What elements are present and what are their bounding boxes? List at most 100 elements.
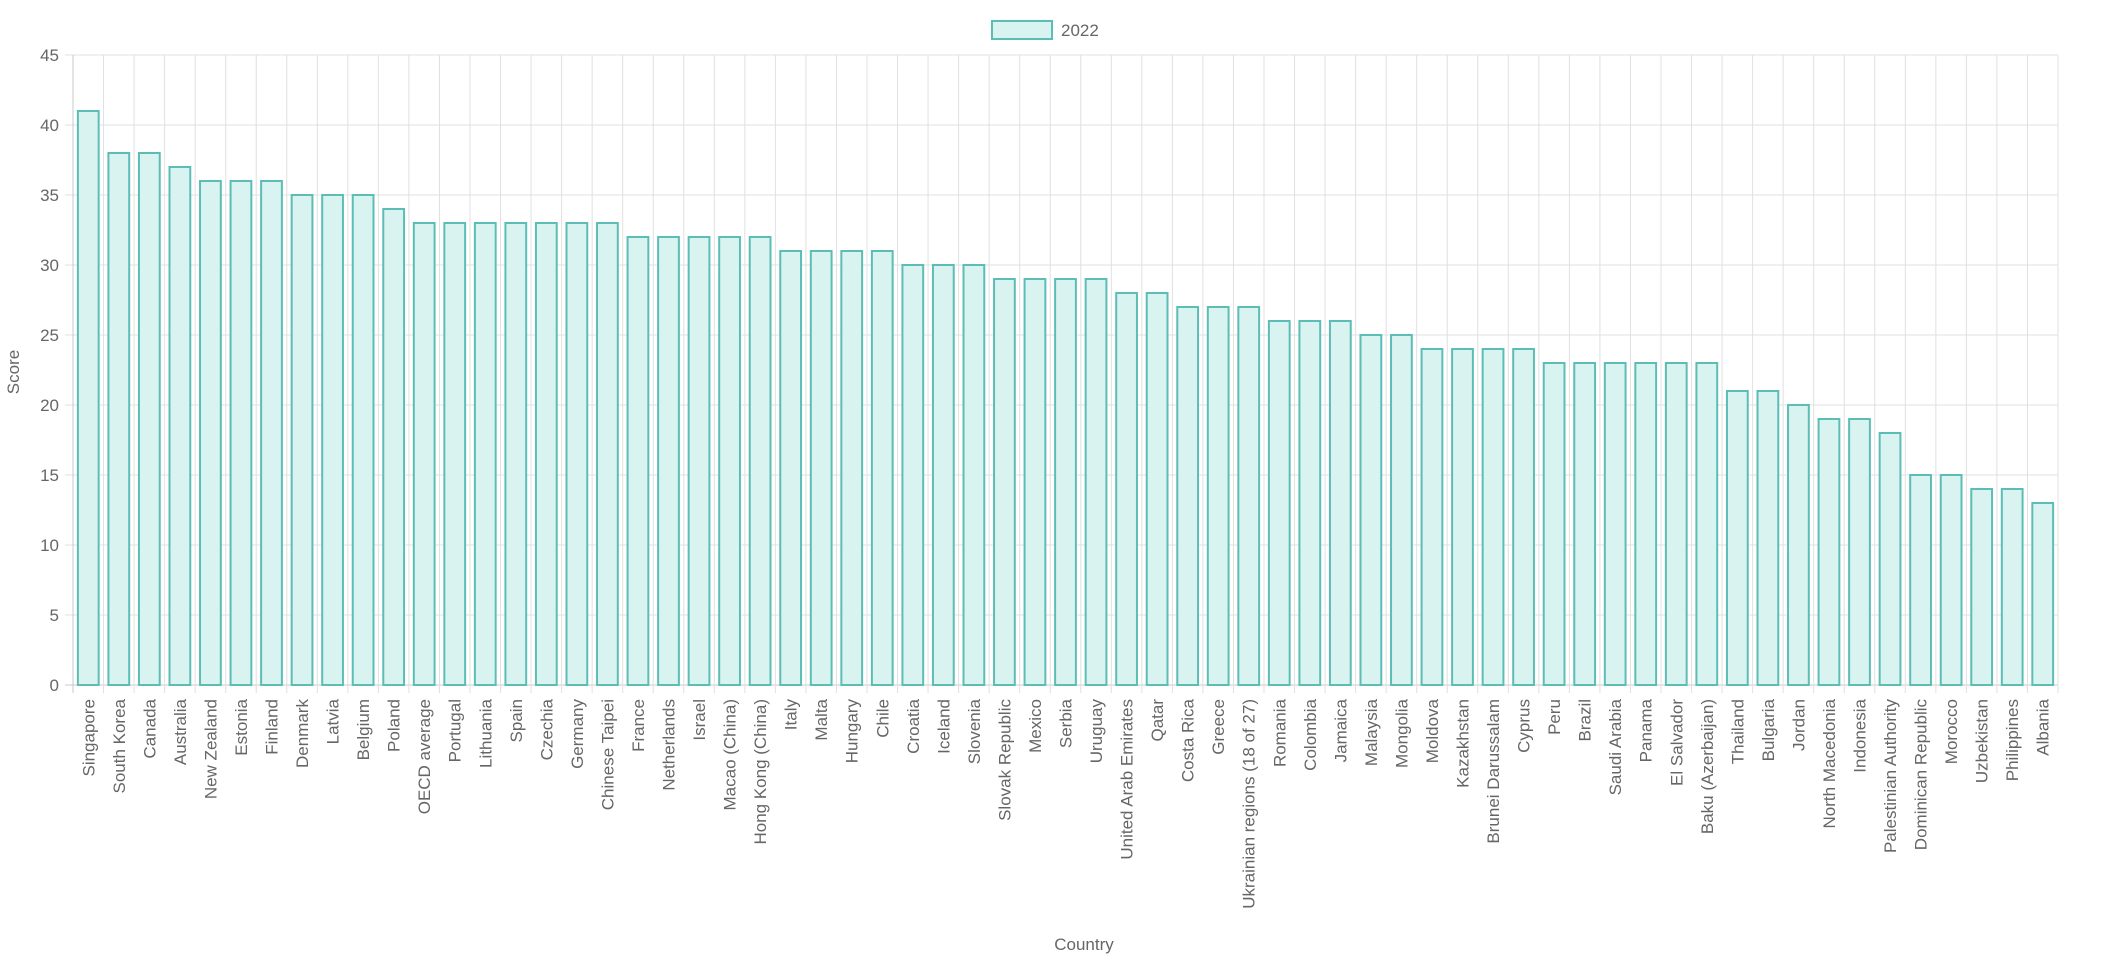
bar-latvia: [321, 194, 344, 686]
x-tick-label: Palestinian Authority: [1881, 699, 1900, 854]
bar-palestinian-authority: [1878, 432, 1902, 686]
x-tick-label: Cyprus: [1515, 699, 1534, 753]
x-tick-label: Singapore: [79, 699, 98, 777]
bar-slovak-republic: [993, 278, 1016, 686]
x-tick-label: Portugal: [446, 699, 465, 762]
bar-croatia: [901, 264, 925, 686]
x-tick-label: Uzbekistan: [1973, 699, 1992, 783]
x-tick-label: Malta: [812, 698, 831, 740]
x-tick-label: Ukrainian regions (18 of 27): [1240, 699, 1259, 909]
bar-malaysia: [1359, 334, 1383, 686]
y-tick-label: 25: [40, 326, 59, 345]
x-tick-label: Peru: [1545, 699, 1564, 735]
y-tick-label: 15: [40, 466, 59, 485]
bar-canada: [137, 152, 161, 686]
bar-moldova: [1420, 348, 1444, 686]
bar-malta: [809, 250, 833, 686]
x-tick-label: Serbia: [1057, 698, 1076, 748]
y-tick-label: 35: [40, 186, 59, 205]
x-tick-label: Poland: [385, 699, 404, 752]
x-tick-label: Qatar: [1148, 699, 1167, 742]
x-tick-label: South Korea: [110, 698, 129, 793]
bar-belgium: [351, 194, 375, 686]
x-tick-label: Philippines: [2003, 699, 2022, 781]
x-tick-label: Chile: [873, 699, 892, 738]
bar-germany: [565, 222, 589, 686]
x-tick-label: Israel: [690, 699, 709, 741]
x-tick-label: Germany: [568, 699, 587, 769]
x-tick-label: Uruguay: [1087, 699, 1106, 764]
x-tick-label: El Salvador: [1667, 699, 1686, 786]
x-tick-label: Croatia: [904, 698, 923, 753]
legend-label: 2022: [1061, 21, 1099, 40]
bar-qatar: [1145, 292, 1169, 686]
x-tick-label: Colombia: [1301, 698, 1320, 770]
bar-ukrainian-regions-18-of-27-: [1237, 306, 1261, 686]
bar-united-arab-emirates: [1115, 292, 1138, 686]
x-tick-label: Baku (Azerbaijan): [1698, 699, 1717, 834]
x-tick-label: Brazil: [1576, 699, 1595, 742]
bar-indonesia: [1848, 418, 1871, 686]
bar-hungary: [840, 250, 864, 686]
x-tick-label: France: [629, 699, 648, 752]
bar-chinese-taipei: [596, 222, 619, 686]
legend[interactable]: 2022: [991, 20, 1099, 40]
x-tick-label: Iceland: [934, 699, 953, 754]
x-tick-label: Malaysia: [1362, 698, 1381, 766]
y-tick-label: 5: [50, 606, 59, 625]
bar-new-zealand: [199, 180, 222, 686]
bar-thailand: [1725, 390, 1749, 686]
x-tick-label: Lithuania: [476, 698, 495, 768]
bar-romania: [1267, 320, 1291, 686]
y-axis-ticks: 0 5 10 15 20 25 30 35 40 45: [40, 46, 59, 695]
bar-mexico: [1023, 278, 1047, 686]
x-tick-label: Thailand: [1728, 699, 1747, 764]
x-tick-label: Moldova: [1423, 698, 1442, 763]
bar-greece: [1206, 306, 1230, 686]
bar-morocco: [1939, 474, 1963, 686]
bar-lithuania: [473, 222, 497, 686]
bar-uruguay: [1084, 278, 1108, 686]
bar-albania: [2031, 502, 2055, 686]
x-tick-label: Hungary: [843, 699, 862, 764]
bar-iceland: [931, 264, 955, 686]
bar-estonia: [229, 180, 253, 686]
bar-uzbekistan: [1970, 488, 1994, 686]
x-tick-label: Saudi Arabia: [1606, 698, 1625, 795]
bar-oecd-average: [412, 222, 436, 686]
bar-spain: [504, 222, 528, 686]
bar-finland: [260, 180, 283, 686]
x-tick-label: Dominican Republic: [1912, 699, 1931, 851]
bar-macao-china-: [718, 236, 741, 686]
bar-bulgaria: [1756, 390, 1780, 686]
bar-kazakhstan: [1451, 348, 1474, 686]
y-tick-label: 45: [40, 46, 59, 65]
x-tick-label: Slovenia: [965, 698, 984, 764]
bar-portugal: [443, 222, 467, 686]
x-tick-label: Indonesia: [1851, 698, 1870, 772]
bar-chile: [870, 250, 894, 686]
bar-serbia: [1054, 278, 1077, 686]
bar-israel: [687, 236, 711, 686]
x-tick-label: Finland: [263, 699, 282, 755]
bar-brazil: [1573, 362, 1597, 686]
bar-italy: [779, 250, 803, 686]
x-tick-label: Kazakhstan: [1454, 699, 1473, 788]
x-tick-label: Bulgaria: [1759, 698, 1778, 761]
bar-singapore: [76, 110, 100, 686]
x-tick-label: Brunei Darussalam: [1484, 699, 1503, 844]
bar-jamaica: [1328, 320, 1352, 686]
bars: [76, 110, 2055, 686]
x-tick-label: OECD average: [415, 699, 434, 814]
x-tick-label: North Macedonia: [1820, 698, 1839, 828]
y-axis-title: Score: [4, 350, 23, 394]
bar-australia: [168, 166, 192, 686]
x-tick-label: Macao (China): [721, 699, 740, 811]
x-tick-label: Romania: [1270, 698, 1289, 767]
y-tick-label: 20: [40, 396, 59, 415]
bar-el-salvador: [1664, 362, 1688, 686]
bar-philippines: [2000, 488, 2024, 686]
bar-netherlands: [657, 236, 680, 686]
legend-swatch: [991, 20, 1053, 40]
